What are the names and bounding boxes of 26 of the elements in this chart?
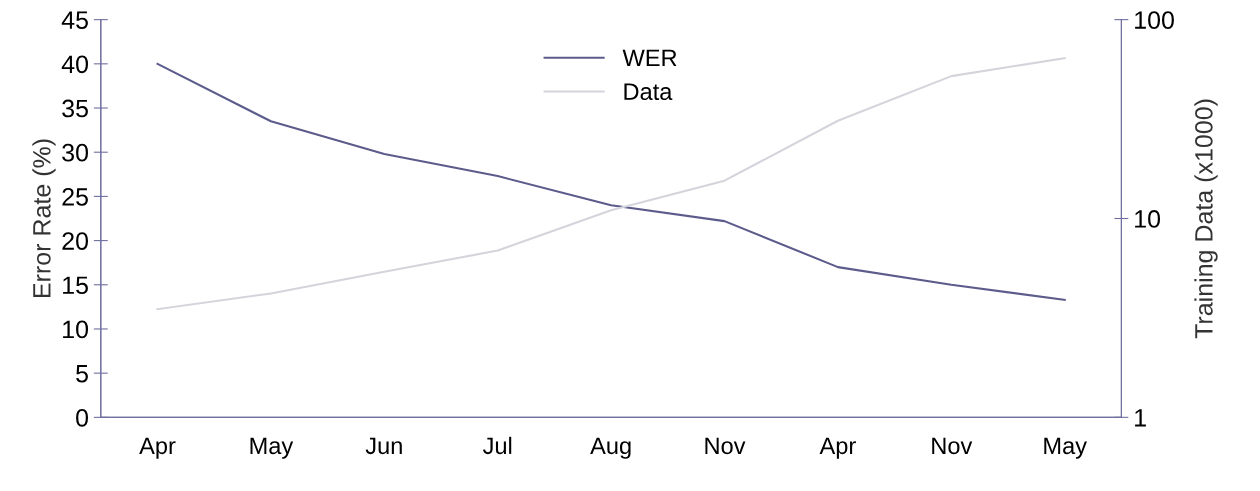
x-tick-label: Jun <box>365 437 402 455</box>
y-tick-label: 40 <box>61 55 89 74</box>
legend-label: Data <box>624 83 673 100</box>
y-tick-label: 45 <box>61 11 88 29</box>
y-tick-label: 35 <box>62 99 88 118</box>
y-tick-label: 25 <box>62 188 88 206</box>
x-tick-label: Nov <box>932 437 973 455</box>
y-tick-label: 5 <box>76 365 88 383</box>
y-tick-label: 0 <box>76 408 89 427</box>
y-tick-label: 10 <box>63 320 89 339</box>
x-tick-label: Nov <box>705 437 746 455</box>
x-tick-label: May <box>1044 437 1087 459</box>
x-tick-label: Apr <box>819 437 856 459</box>
y2-tick-label: 100 <box>1135 11 1174 29</box>
x-tick-label: Apr <box>139 437 176 459</box>
y-axis-title: Error Rate (%) <box>32 139 56 298</box>
y-tick-label: 30 <box>62 143 89 162</box>
legend-label: WER <box>622 49 677 66</box>
x-tick-label: Aug <box>590 437 631 459</box>
y2-tick-label: 10 <box>1135 210 1161 228</box>
y2-tick-label: 1 <box>1135 409 1146 427</box>
y-tick-label: 15 <box>63 276 88 295</box>
x-tick-label: Jul <box>482 436 512 455</box>
y2-axis-title: Training Data (x1000) <box>1194 99 1218 339</box>
x-tick-label: May <box>250 437 294 459</box>
y-tick-label: 20 <box>62 232 89 250</box>
